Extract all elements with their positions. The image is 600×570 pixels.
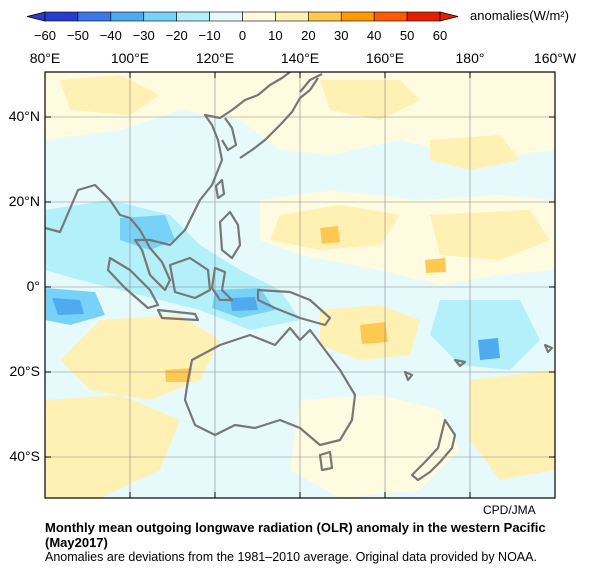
coastline-island <box>543 343 554 354</box>
coastline-japan <box>239 77 319 159</box>
coastline-asia <box>45 72 291 292</box>
coastline-korea <box>221 117 238 152</box>
latitude-label: 40°N <box>8 108 40 124</box>
colorbar-tick-label: 60 <box>432 28 448 43</box>
longitude-label: 120°E <box>195 50 235 66</box>
figure-title: Monthly mean outgoing longwave radiation… <box>45 520 546 550</box>
anomaly-patch <box>52 298 84 315</box>
coastline-sulawesi <box>210 266 234 302</box>
coastline-borneo <box>168 256 212 300</box>
longitude-label: 160°E <box>365 50 405 66</box>
coastline-tasmania <box>318 450 334 472</box>
latitude-label: 20°S <box>9 363 40 379</box>
anomaly-patch <box>478 338 500 360</box>
longitude-label: 160°W <box>533 50 577 66</box>
colorbar-tick-label: −40 <box>99 28 122 43</box>
anomaly-patch <box>45 395 180 498</box>
colorbar-tick-label: 0 <box>238 28 247 43</box>
longitude-label: 140°E <box>280 50 320 66</box>
longitude-label: 100°E <box>110 50 150 66</box>
credit-label: CPD/JMA <box>483 503 536 517</box>
colorbar-tick-label: 40 <box>366 28 382 43</box>
latitude-label: 20°N <box>8 193 40 209</box>
coastline-australia <box>183 326 357 447</box>
figure-subtitle: Anomalies are deviations from the 1981–2… <box>45 550 537 564</box>
anomaly-patch <box>320 80 420 120</box>
anomaly-patch <box>430 210 550 260</box>
anomaly-patch <box>425 258 446 273</box>
anomaly-patch <box>230 297 258 311</box>
coastline-sumatra <box>106 256 160 310</box>
colorbar-tick-label: 10 <box>268 28 283 43</box>
colorbar-tick-label: −20 <box>165 28 188 43</box>
coastline-island <box>453 358 467 368</box>
anomaly-patch <box>320 226 340 244</box>
anomaly-patch <box>60 75 160 115</box>
anomaly-patch <box>430 300 540 370</box>
colorbar-tick-label: 20 <box>301 28 316 43</box>
coastline-taiwan <box>214 178 226 200</box>
colorbar-tick-label: 30 <box>334 28 349 43</box>
figure-title-line2: (May2017) <box>45 535 108 550</box>
colorbar-units: anomalies(W/m²) <box>470 8 569 23</box>
colorbar-cells <box>26 11 459 22</box>
longitude-label: 80°E <box>29 50 61 66</box>
coastline-philippines <box>218 210 242 260</box>
coastline-hokkaido <box>299 73 323 93</box>
axis-ticks <box>44 72 556 498</box>
colorbar-arrow-right <box>439 11 459 22</box>
coastlines <box>45 72 554 482</box>
colorbar-tick-label: −60 <box>33 28 57 43</box>
coastline-island <box>403 370 414 382</box>
latitude-label: 40°S <box>9 448 40 464</box>
colorbar-tick-label: −10 <box>198 28 221 43</box>
figure-title-line1: Monthly mean outgoing longwave radiation… <box>45 520 546 535</box>
coastline-java <box>156 308 200 322</box>
colorbar-tick-label: −30 <box>132 28 155 43</box>
anomaly-patch <box>165 368 192 382</box>
anomaly-patch <box>290 395 460 498</box>
anomaly-patch <box>470 370 555 480</box>
longitude-label: 180° <box>455 50 485 66</box>
anomaly-patch <box>430 135 520 170</box>
colorbar <box>26 11 459 22</box>
colorbar-tick-label: −50 <box>66 28 89 43</box>
colorbar-tick-label: 50 <box>399 28 415 43</box>
latitude-label: 0° <box>26 278 40 294</box>
coastline-new-zealand <box>410 418 457 482</box>
anomaly-patch <box>360 322 388 344</box>
coastline-new-guinea <box>256 288 332 327</box>
